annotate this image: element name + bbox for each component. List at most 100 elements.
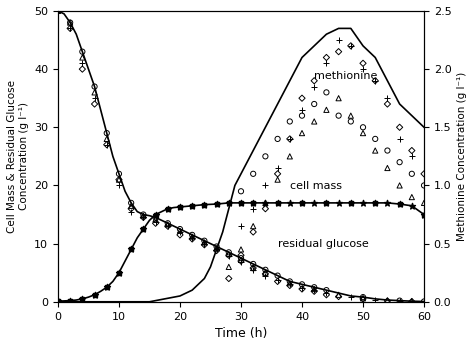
Point	[420, 183, 428, 188]
Point	[359, 60, 367, 66]
Point	[188, 232, 196, 238]
Point	[128, 203, 135, 209]
Point	[347, 43, 355, 49]
Point	[286, 281, 293, 287]
Point	[249, 223, 257, 229]
Point	[213, 248, 220, 253]
Point	[176, 226, 184, 232]
Point	[310, 78, 318, 84]
Point	[66, 26, 74, 31]
Point	[383, 95, 391, 101]
Point	[396, 201, 403, 207]
Point	[408, 171, 416, 177]
Point	[237, 223, 245, 229]
Point	[91, 84, 98, 89]
Point	[103, 285, 110, 290]
Point	[408, 194, 416, 200]
Point	[237, 247, 245, 252]
Point	[310, 200, 318, 206]
Point	[54, 8, 62, 14]
Point	[323, 60, 330, 66]
Y-axis label: Methionine Concentration (g l⁻¹): Methionine Concentration (g l⁻¹)	[457, 72, 467, 241]
Point	[383, 200, 391, 206]
Point	[103, 285, 110, 290]
Point	[201, 241, 208, 246]
Point	[249, 206, 257, 211]
Point	[91, 292, 98, 298]
Point	[128, 200, 135, 206]
Point	[274, 279, 282, 284]
Point	[298, 286, 306, 292]
Point	[335, 37, 342, 43]
Point	[298, 281, 306, 287]
Point	[188, 234, 196, 239]
Point	[286, 136, 293, 142]
Point	[310, 289, 318, 294]
Point	[139, 213, 147, 219]
Point	[79, 296, 86, 302]
Point	[152, 212, 159, 217]
Point	[420, 212, 428, 217]
Point	[225, 254, 233, 259]
Point	[310, 286, 318, 292]
Point	[152, 220, 159, 226]
Point	[115, 270, 123, 276]
Point	[408, 148, 416, 153]
Point	[176, 232, 184, 238]
Point	[164, 220, 172, 226]
Text: cell mass: cell mass	[290, 181, 342, 191]
Point	[188, 203, 196, 209]
Point	[323, 287, 330, 293]
Point	[372, 148, 379, 153]
Point	[396, 201, 403, 207]
Point	[359, 296, 367, 301]
Point	[359, 200, 367, 206]
Point	[396, 125, 403, 130]
Point	[408, 299, 416, 304]
Point	[347, 113, 355, 118]
Point	[274, 177, 282, 183]
Point	[396, 136, 403, 142]
Point	[383, 298, 391, 303]
Point	[359, 294, 367, 300]
Point	[91, 95, 98, 101]
Point	[396, 159, 403, 165]
Point	[335, 292, 342, 298]
Point	[274, 136, 282, 142]
Point	[323, 55, 330, 60]
Point	[310, 84, 318, 89]
Point	[372, 136, 379, 142]
Point	[225, 249, 233, 255]
Point	[286, 136, 293, 142]
Point	[237, 200, 245, 206]
Point	[286, 280, 293, 286]
Point	[335, 95, 342, 101]
Point	[335, 113, 342, 118]
Point	[383, 148, 391, 153]
Point	[225, 253, 233, 258]
Point	[176, 229, 184, 235]
Point	[139, 226, 147, 232]
Point	[262, 200, 269, 206]
Point	[383, 298, 391, 304]
Point	[359, 130, 367, 136]
Point	[298, 200, 306, 206]
Point	[347, 119, 355, 124]
Point	[286, 154, 293, 159]
Point	[237, 260, 245, 265]
Point	[66, 298, 74, 303]
Point	[213, 245, 220, 251]
Point	[188, 203, 196, 209]
Point	[79, 55, 86, 60]
Point	[249, 200, 257, 206]
Point	[201, 242, 208, 247]
Point	[225, 200, 233, 206]
Point	[249, 265, 257, 271]
Point	[323, 200, 330, 206]
Point	[298, 113, 306, 118]
Point	[262, 200, 269, 206]
Point	[115, 177, 123, 183]
Point	[225, 264, 233, 270]
Point	[54, 8, 62, 14]
Point	[225, 251, 233, 257]
